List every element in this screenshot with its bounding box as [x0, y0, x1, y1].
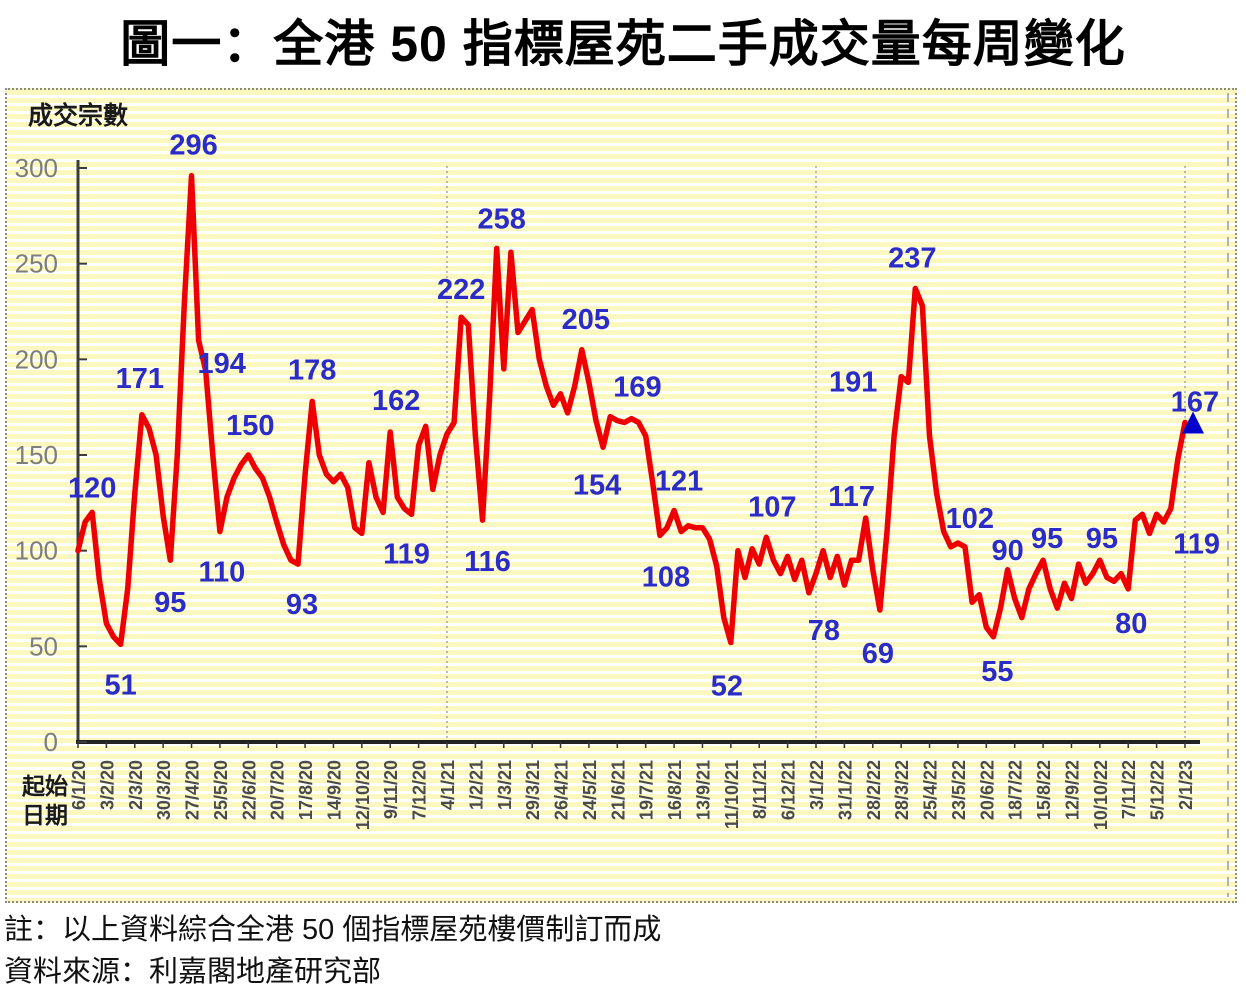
data-label-110: 110 [199, 557, 246, 589]
data-label-90: 90 [991, 535, 1023, 567]
x-tick-label: 23/5/22 [949, 760, 969, 820]
x-tick-label: 21/6/21 [608, 760, 628, 820]
data-label-120: 120 [68, 472, 116, 504]
chart-title: 圖一：全港 50 指標屋苑二手成交量每周變化 [120, 16, 1126, 72]
data-label-119: 119 [1173, 528, 1220, 560]
x-tick-label: 30/3/20 [154, 760, 174, 820]
x-tick-label: 17/8/20 [296, 760, 316, 820]
x-tick-label: 6/12/21 [779, 760, 799, 820]
data-label-171: 171 [116, 363, 164, 395]
latest-point-marker [1182, 411, 1204, 434]
data-label-194: 194 [198, 348, 246, 380]
x-tick-label: 16/8/21 [665, 760, 685, 820]
data-label-117: 117 [828, 481, 875, 513]
x-tick-label: 5/12/22 [1148, 760, 1168, 820]
x-tick-label: 28/2/22 [864, 760, 884, 820]
x-tick-label: 8/11/21 [750, 760, 770, 819]
x-tick-label: 27/4/20 [183, 760, 203, 820]
x-tick-label: 7/11/22 [1119, 760, 1139, 819]
data-label-108: 108 [642, 561, 690, 593]
x-tick-label: 24/5/21 [580, 760, 600, 820]
data-label-69: 69 [862, 638, 894, 670]
data-label-93: 93 [286, 589, 318, 621]
data-label-205: 205 [562, 304, 610, 336]
data-label-95: 95 [154, 587, 186, 619]
data-label-95: 95 [1086, 523, 1118, 555]
transactions-line [75, 172, 1188, 648]
x-tick-label: 20/7/20 [268, 760, 288, 820]
x-tick-label: 22/6/20 [239, 760, 259, 820]
y-tick-label: 300 [15, 153, 58, 183]
x-tick-label: 15/8/22 [1034, 760, 1054, 820]
data-label-237: 237 [888, 243, 936, 275]
data-label-296: 296 [169, 130, 217, 162]
data-label-121: 121 [655, 465, 703, 497]
x-tick-label: 4/1/21 [438, 760, 458, 810]
x-tick-label: 6/1/20 [69, 760, 89, 810]
data-label-107: 107 [748, 491, 796, 523]
y-axis-title: 成交宗數 [28, 102, 129, 130]
data-label-116: 116 [464, 546, 511, 578]
chart-plot-area [5, 88, 1237, 903]
x-tick-label: 12/9/22 [1062, 760, 1082, 820]
x-tick-label: 20/6/22 [977, 760, 997, 820]
x-tick-label: 11/10/21 [722, 760, 742, 829]
x-tick-label: 25/4/22 [921, 760, 941, 820]
data-label-222: 222 [437, 274, 485, 306]
data-label-162: 162 [372, 385, 420, 417]
data-label-169: 169 [613, 372, 661, 404]
x-tick-label: 14/9/20 [324, 760, 344, 820]
y-tick-label: 50 [29, 631, 58, 661]
y-tick-label: 0 [44, 727, 58, 757]
x-tick-label: 3/1/22 [807, 760, 827, 810]
x-tick-label: 28/3/22 [892, 760, 912, 820]
x-tick-label: 12/10/20 [353, 760, 373, 830]
data-label-150: 150 [226, 410, 274, 442]
x-tick-label: 3/2/20 [97, 760, 117, 810]
data-label-80: 80 [1115, 608, 1147, 640]
x-tick-label: 29/3/21 [523, 760, 543, 820]
x-tick-label: 2/1/23 [1176, 760, 1196, 810]
x-tick-label: 19/7/21 [637, 760, 657, 820]
x-tick-label: 18/7/22 [1006, 760, 1026, 820]
data-label-51: 51 [104, 669, 136, 701]
x-tick-label: 1/3/21 [495, 760, 515, 810]
y-tick-label: 250 [15, 249, 58, 279]
data-label-52: 52 [711, 671, 743, 703]
x-tick-label: 7/12/20 [410, 760, 430, 820]
y-tick-label: 100 [15, 536, 58, 566]
data-label-55: 55 [981, 656, 1013, 688]
data-label-102: 102 [946, 503, 994, 535]
data-label-119: 119 [383, 538, 430, 570]
data-label-78: 78 [808, 615, 840, 647]
data-label-95: 95 [1031, 523, 1063, 555]
x-tick-label: 31/1/22 [835, 760, 855, 820]
x-axis-title: 起始 日期 [22, 773, 68, 828]
y-tick-label: 200 [15, 344, 58, 374]
x-tick-label: 1/2/21 [466, 760, 486, 810]
x-tick-label: 10/10/22 [1091, 760, 1111, 830]
data-label-178: 178 [288, 354, 336, 386]
footnote: 註：以上資料綜合全港 50 個指標屋苑樓價制訂而成 [4, 914, 662, 946]
data-label-191: 191 [829, 367, 877, 399]
y-tick-label: 150 [15, 440, 58, 470]
source-note: 資料來源：利嘉閣地產研究部 [4, 956, 382, 988]
x-tick-label: 25/5/20 [211, 760, 231, 820]
x-tick-label: 9/11/20 [381, 760, 401, 819]
data-label-154: 154 [573, 469, 621, 501]
x-tick-label: 13/9/21 [693, 760, 713, 820]
x-tick-label: 2/3/20 [126, 760, 146, 810]
x-tick-label: 26/4/21 [552, 760, 572, 820]
data-label-167: 167 [1171, 386, 1219, 418]
data-label-258: 258 [477, 203, 525, 235]
